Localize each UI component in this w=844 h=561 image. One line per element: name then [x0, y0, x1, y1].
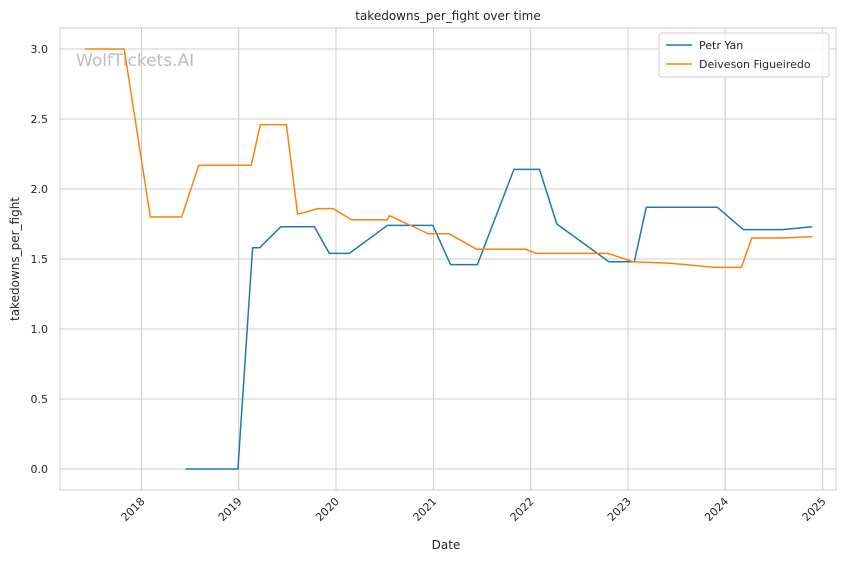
x-axis-ticks: 2018 2019 2020 2021 2022 2023 2024 2025 — [119, 495, 829, 524]
x-tick-label: 2025 — [800, 495, 829, 524]
y-axis-title: takedowns_per_fight — [8, 197, 22, 321]
y-tick-label: 1.0 — [31, 323, 49, 336]
x-tick-label: 2021 — [411, 495, 440, 524]
legend-label-0: Petr Yan — [699, 39, 743, 52]
watermark: WolfTickets.AI — [76, 51, 194, 71]
x-tick-label: 2022 — [508, 495, 537, 524]
x-tick-label: 2020 — [313, 495, 342, 524]
y-tick-label: 2.5 — [31, 113, 49, 126]
y-tick-label: 1.5 — [31, 253, 49, 266]
y-tick-label: 2.0 — [31, 183, 49, 196]
x-tick-label: 2024 — [702, 495, 731, 524]
chart-title: takedowns_per_fight over time — [355, 9, 541, 23]
y-tick-label: 0.5 — [31, 393, 49, 406]
x-tick-label: 2019 — [216, 495, 245, 524]
legend-box — [658, 32, 830, 78]
legend: Petr Yan Deiveson Figueiredo — [658, 32, 830, 78]
series-line-1 — [85, 48, 813, 269]
x-tick-label: 2023 — [605, 495, 634, 524]
y-tick-label: 3.0 — [31, 43, 49, 56]
series-line-0 — [185, 168, 813, 470]
y-axis-ticks: 0.0 0.5 1.0 1.5 2.0 2.5 3.0 — [31, 43, 49, 476]
series-layer — [85, 48, 813, 470]
x-tick-label: 2018 — [119, 495, 148, 524]
legend-label-1: Deiveson Figueiredo — [699, 58, 811, 71]
x-axis-title: Date — [432, 538, 461, 552]
y-tick-label: 0.0 — [31, 463, 49, 476]
